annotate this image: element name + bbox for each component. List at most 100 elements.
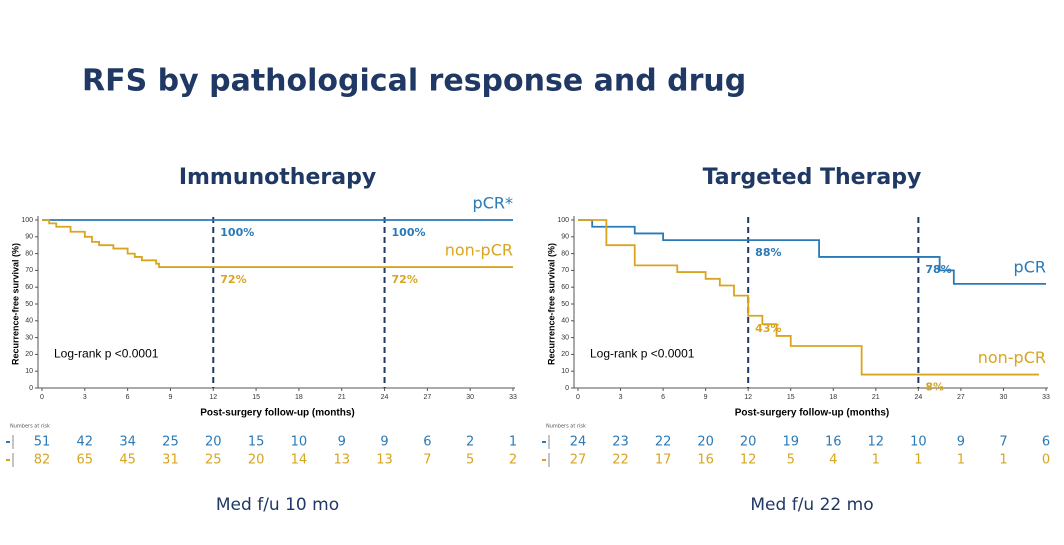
at-risk-count: 6 <box>1042 435 1050 450</box>
x-tick-label: 3 <box>619 394 623 401</box>
at-risk-count: 25 <box>162 435 179 450</box>
x-tick-label: 24 <box>381 394 389 401</box>
x-tick-label: 0 <box>576 394 580 401</box>
y-tick-label: 40 <box>25 318 33 325</box>
at-risk-count: 27 <box>570 453 587 468</box>
at-risk-label: Numbers at risk <box>10 424 50 430</box>
at-risk-count: 10 <box>910 435 927 450</box>
y-tick-label: 80 <box>561 250 569 257</box>
at-risk-count: 15 <box>248 435 265 450</box>
y-tick-label: 80 <box>25 250 33 257</box>
at-risk-count: 1 <box>509 435 517 450</box>
x-tick-label: 33 <box>1042 394 1050 401</box>
x-tick-label: 15 <box>787 394 795 401</box>
at-risk-count: 6 <box>423 435 431 450</box>
y-tick-label: 0 <box>565 385 569 392</box>
at-risk-count: 9 <box>338 435 346 450</box>
at-risk-count: 19 <box>782 435 799 450</box>
chart-title: Targeted Therapy <box>703 165 922 190</box>
at-risk-count: 24 <box>570 435 587 450</box>
x-tick-label: 24 <box>914 394 922 401</box>
at-risk-count: 9 <box>957 435 965 450</box>
at-risk-count: 12 <box>868 435 885 450</box>
y-tick-label: 0 <box>29 385 33 392</box>
series-label: pCR* <box>473 194 513 213</box>
y-tick-label: 100 <box>557 217 569 224</box>
at-risk-count: 82 <box>34 453 51 468</box>
at-risk-count: 25 <box>205 453 222 468</box>
survival-curve <box>42 219 513 268</box>
y-tick-label: 70 <box>561 267 569 274</box>
series-label: pCR <box>1014 257 1046 276</box>
x-tick-label: 0 <box>40 394 44 401</box>
at-risk-count: 22 <box>612 453 629 468</box>
at-risk-count: 16 <box>697 453 714 468</box>
at-risk-count: 20 <box>248 453 265 468</box>
at-risk-count: 1 <box>999 453 1007 468</box>
at-risk-count: 65 <box>77 453 94 468</box>
y-tick-label: 10 <box>25 368 33 375</box>
landmark-label: 100% <box>392 226 426 239</box>
at-risk-count: 22 <box>655 435 672 450</box>
y-axis-label: Recurrence-free survival (%) <box>10 243 20 365</box>
x-tick-label: 30 <box>1000 394 1008 401</box>
at-risk-count: 2 <box>509 453 517 468</box>
series-label: non-pCR <box>445 241 513 260</box>
at-risk-count: 10 <box>291 435 308 450</box>
at-risk-count: 1 <box>872 453 880 468</box>
x-tick-label: 27 <box>957 394 965 401</box>
x-tick-label: 12 <box>744 394 752 401</box>
at-risk-count: 1 <box>957 453 965 468</box>
x-tick-label: 21 <box>872 394 880 401</box>
y-tick-label: 60 <box>25 284 33 291</box>
at-risk-count: 42 <box>77 435 94 450</box>
x-tick-label: 6 <box>126 394 130 401</box>
x-axis-label: Post-surgery follow-up (months) <box>200 408 354 419</box>
at-risk-count: 5 <box>787 453 795 468</box>
x-tick-label: 6 <box>661 394 665 401</box>
x-tick-label: 30 <box>466 394 474 401</box>
y-tick-label: 50 <box>25 301 33 308</box>
at-risk-count: 9 <box>380 435 388 450</box>
x-tick-label: 12 <box>209 394 217 401</box>
at-risk-count: 31 <box>162 453 179 468</box>
y-tick-label: 100 <box>21 217 33 224</box>
landmark-label: 43% <box>755 322 781 335</box>
y-tick-label: 70 <box>25 267 33 274</box>
at-risk-count: 2 <box>466 435 474 450</box>
series-label: non-pCR <box>978 348 1046 367</box>
at-risk-count: 7 <box>999 435 1007 450</box>
x-axis-label: Post-surgery follow-up (months) <box>735 408 889 419</box>
at-risk-count: 7 <box>423 453 431 468</box>
at-risk-label: Numbers at risk <box>546 424 586 430</box>
at-risk-count: 12 <box>740 453 757 468</box>
landmark-label: 88% <box>755 246 781 259</box>
at-risk-count: 17 <box>655 453 672 468</box>
x-tick-label: 18 <box>295 394 303 401</box>
at-risk-count: 13 <box>376 453 393 468</box>
at-risk-count: 20 <box>697 435 714 450</box>
at-risk-count: 1 <box>914 453 922 468</box>
x-tick-label: 9 <box>169 394 173 401</box>
y-tick-label: 10 <box>561 368 569 375</box>
x-tick-label: 9 <box>704 394 708 401</box>
at-risk-count: 51 <box>34 435 51 450</box>
at-risk-count: 5 <box>466 453 474 468</box>
at-risk-count: 16 <box>825 435 842 450</box>
at-risk-count: 45 <box>119 453 136 468</box>
at-risk-count: 14 <box>291 453 308 468</box>
y-tick-label: 30 <box>25 334 33 341</box>
at-risk-count: 20 <box>205 435 222 450</box>
landmark-label: 72% <box>392 273 418 286</box>
slide-title: RFS by pathological response and drug <box>82 64 746 99</box>
y-tick-label: 30 <box>561 334 569 341</box>
x-tick-label: 27 <box>423 394 431 401</box>
log-rank: Log-rank p <0.0001 <box>54 347 159 361</box>
y-tick-label: 20 <box>25 351 33 358</box>
at-risk-count: 20 <box>740 435 757 450</box>
y-tick-label: 50 <box>561 301 569 308</box>
y-tick-label: 90 <box>25 234 33 241</box>
landmark-label: 8% <box>925 381 944 394</box>
